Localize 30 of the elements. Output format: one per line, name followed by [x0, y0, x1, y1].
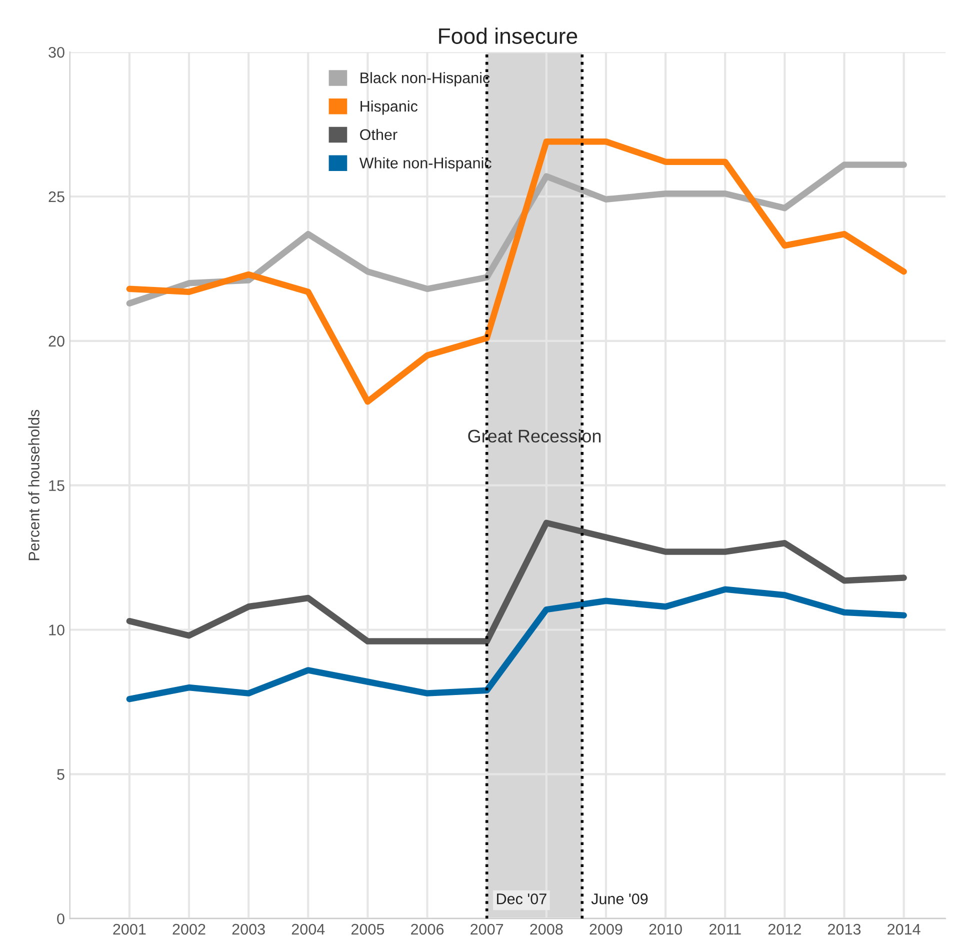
y-axis-title: Percent of households: [28, 410, 40, 560]
band-label: Great Recession: [468, 429, 601, 443]
legend-label: White non-Hispanic: [359, 157, 492, 172]
x-tick-label: 2013: [828, 924, 861, 935]
x-tick-label: 2014: [888, 924, 920, 935]
legend-label: Other: [360, 128, 398, 140]
x-tick-label: 2009: [590, 924, 622, 935]
y-tick-label: 15: [49, 480, 64, 492]
x-tick-label: 2011: [709, 924, 741, 935]
legend-label: Hispanic: [360, 100, 418, 115]
y-tick-label: 25: [48, 191, 64, 202]
x-tick-label: 2002: [172, 924, 206, 935]
x-tick-label: 2003: [232, 924, 265, 935]
ref-line-label: Dec '07: [497, 893, 546, 904]
x-tick-label: 2004: [292, 924, 325, 935]
x-tick-label: 2008: [530, 924, 563, 935]
y-tick-label: 0: [57, 913, 64, 924]
y-tick-label: 30: [48, 46, 64, 58]
chart-title: Food insecure: [439, 28, 578, 44]
x-tick-label: 2010: [649, 924, 682, 935]
x-tick-label: 2007: [470, 924, 504, 935]
x-tick-label: 2012: [768, 924, 801, 935]
y-tick-label: 20: [48, 336, 64, 347]
x-tick-label: 2001: [113, 924, 146, 935]
y-tick-label: 10: [49, 624, 64, 636]
ref-line-label: June '09: [591, 893, 648, 904]
y-tick-label: 5: [57, 769, 64, 780]
x-tick-label: 2005: [351, 924, 384, 935]
x-tick-label: 2006: [411, 924, 444, 935]
legend-label: Black non-Hispanic: [360, 72, 490, 86]
